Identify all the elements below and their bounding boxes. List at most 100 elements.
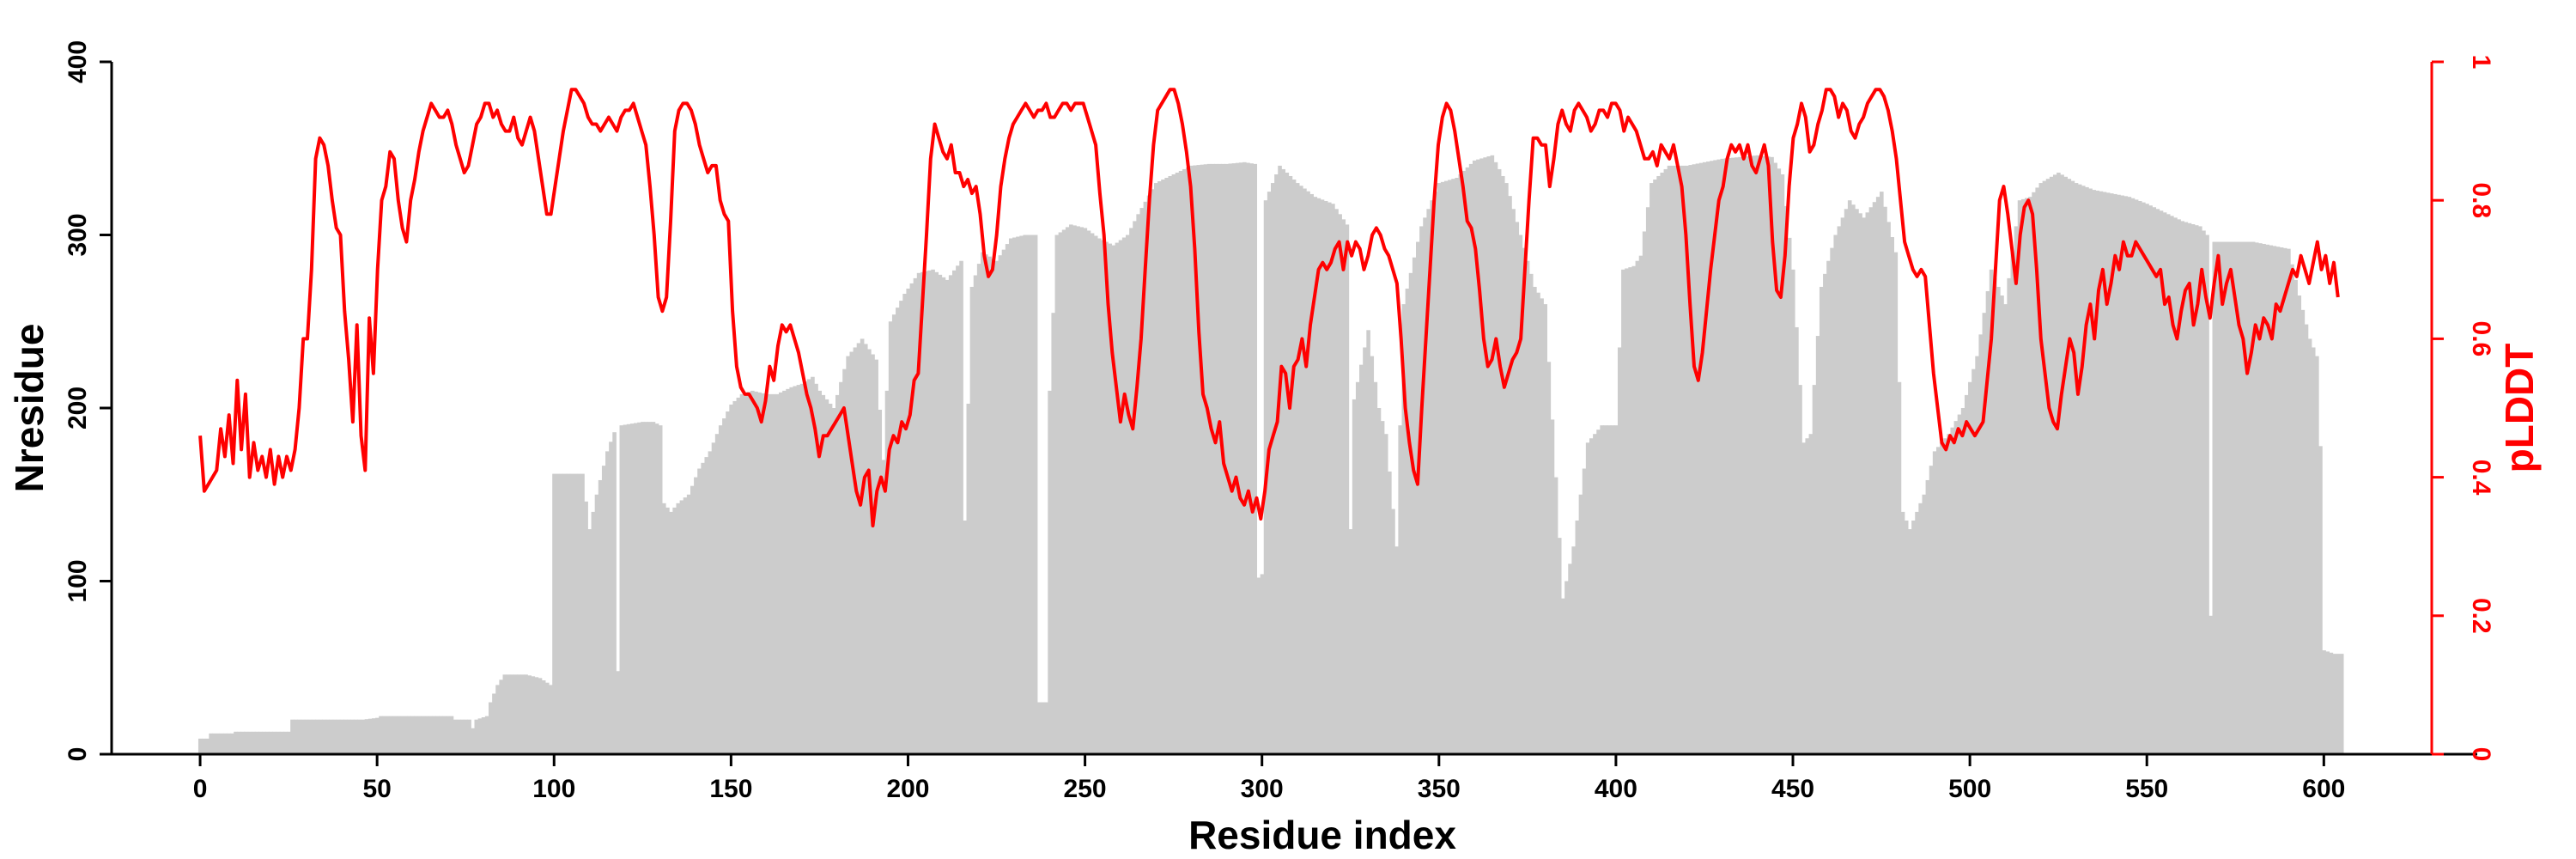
nresidue-bar bbox=[1086, 230, 1091, 755]
nresidue-bar bbox=[350, 719, 355, 754]
nresidue-bar bbox=[1978, 334, 1984, 754]
nresidue-bar bbox=[1026, 235, 1031, 754]
nresidue-bar bbox=[2212, 241, 2217, 754]
nresidue-bar bbox=[1660, 172, 1665, 754]
nresidue-bar bbox=[1178, 170, 1183, 754]
nresidue-bar bbox=[399, 716, 404, 754]
nresidue-bar bbox=[1430, 200, 1435, 754]
nresidue-bar bbox=[580, 473, 585, 754]
nresidue-bar bbox=[1231, 163, 1236, 754]
nresidue-bar bbox=[863, 344, 868, 754]
nresidue-bar bbox=[1522, 247, 1527, 754]
nresidue-bar bbox=[1989, 269, 1994, 754]
nresidue-bar bbox=[2258, 243, 2263, 754]
nresidue-bar bbox=[1511, 209, 1516, 754]
nresidue-bar bbox=[1790, 269, 1795, 754]
nresidue-bar bbox=[1366, 330, 1370, 754]
nresidue-bar bbox=[672, 507, 677, 754]
nresidue-bar bbox=[987, 256, 992, 754]
nresidue-bar bbox=[573, 473, 578, 754]
nresidue-bar bbox=[831, 408, 836, 754]
nresidue-bar bbox=[976, 264, 981, 755]
nresidue-bar bbox=[1808, 434, 1814, 754]
nresidue-bar bbox=[552, 473, 556, 754]
nresidue-bar bbox=[481, 717, 486, 754]
nresidue-bar bbox=[1433, 192, 1438, 755]
nresidue-bar bbox=[1076, 226, 1080, 754]
nresidue-bar bbox=[2180, 221, 2185, 754]
nresidue-bar bbox=[1164, 178, 1169, 754]
nresidue-bar bbox=[1118, 240, 1123, 754]
nresidue-bar bbox=[1274, 174, 1279, 755]
nresidue-bar bbox=[796, 385, 801, 754]
y-left-tick-label: 200 bbox=[64, 387, 92, 430]
nresidue-bar bbox=[283, 731, 288, 754]
nresidue-bar bbox=[1193, 165, 1197, 754]
nresidue-bar bbox=[768, 393, 773, 754]
nresidue-bar bbox=[1883, 206, 1887, 754]
nresidue-bar bbox=[2117, 194, 2121, 754]
nresidue-bar bbox=[287, 731, 291, 754]
nresidue-bar bbox=[711, 442, 716, 754]
nresidue-bar bbox=[1171, 174, 1176, 755]
nresidue-bar bbox=[1359, 364, 1364, 755]
nresidue-bar bbox=[544, 682, 550, 754]
y-right-tick-label: 0.8 bbox=[2467, 182, 2495, 218]
nresidue-bar bbox=[920, 271, 925, 754]
nresidue-bar bbox=[449, 716, 454, 754]
nresidue-bar bbox=[2339, 654, 2344, 754]
nresidue-bar bbox=[1291, 180, 1297, 754]
nresidue-bar bbox=[2092, 190, 2096, 755]
nresidue-bar bbox=[301, 719, 306, 754]
nresidue-bar bbox=[1783, 205, 1789, 755]
nresidue-bar bbox=[1663, 168, 1668, 754]
nresidue-bar bbox=[404, 716, 408, 754]
nresidue-bar bbox=[2325, 651, 2330, 754]
nresidue-bar bbox=[1656, 175, 1661, 755]
nresidue-bar bbox=[2226, 241, 2231, 754]
nresidue-bar bbox=[407, 716, 411, 754]
nresidue-bar bbox=[902, 294, 907, 754]
nresidue-bar bbox=[2254, 242, 2259, 754]
nresidue-bar bbox=[679, 500, 684, 754]
nresidue-bar bbox=[2272, 246, 2277, 754]
nresidue-bar bbox=[1388, 471, 1392, 754]
nresidue-bar bbox=[1278, 165, 1282, 754]
nresidue-bar bbox=[1568, 564, 1572, 754]
nresidue-bar bbox=[2205, 235, 2209, 754]
nresidue-bar bbox=[1698, 162, 1704, 754]
nresidue-bar bbox=[2077, 184, 2082, 754]
nresidue-bar bbox=[701, 462, 705, 754]
nresidue-bar bbox=[1628, 267, 1632, 754]
nresidue-bar bbox=[916, 272, 921, 755]
nresidue-bar bbox=[2262, 243, 2266, 755]
nresidue-bar bbox=[1054, 235, 1060, 754]
nresidue-bar bbox=[329, 719, 334, 754]
nresidue-bar bbox=[1115, 242, 1120, 754]
nresidue-bar bbox=[336, 719, 341, 754]
nresidue-bar bbox=[2187, 222, 2192, 754]
nresidue-bar bbox=[1915, 511, 1919, 754]
nresidue-bar bbox=[1323, 201, 1328, 754]
nresidue-bar bbox=[750, 390, 755, 754]
nresidue-bar bbox=[969, 286, 975, 754]
nresidue-bar bbox=[938, 274, 943, 755]
nresidue-bar bbox=[867, 349, 872, 754]
nresidue-bar bbox=[2307, 338, 2312, 754]
nresidue-bar bbox=[2230, 241, 2234, 754]
nresidue-bar bbox=[1727, 158, 1732, 754]
nresidue-bar bbox=[2269, 245, 2274, 755]
nresidue-bar bbox=[1795, 326, 1799, 754]
nresidue-bar bbox=[1111, 245, 1116, 755]
nresidue-bar bbox=[2148, 205, 2153, 754]
nresidue-bar bbox=[1893, 252, 1899, 754]
nresidue-bar bbox=[2332, 654, 2337, 754]
nresidue-bar bbox=[276, 731, 281, 754]
nresidue-bar bbox=[1904, 520, 1909, 754]
nresidue-bar bbox=[1069, 224, 1073, 754]
nresidue-bar bbox=[2088, 188, 2093, 754]
nresidue-bar bbox=[2166, 214, 2171, 754]
nresidue-bar bbox=[1575, 520, 1580, 754]
nresidue-bar bbox=[1723, 158, 1728, 754]
nresidue-bar bbox=[984, 254, 988, 754]
